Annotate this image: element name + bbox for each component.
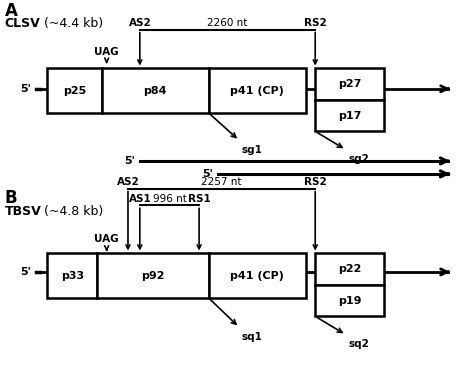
Bar xyxy=(209,253,306,298)
Text: CLSV: CLSV xyxy=(5,17,40,30)
Text: RS2: RS2 xyxy=(304,177,327,187)
Text: sq2: sq2 xyxy=(348,339,369,349)
Text: TBSV: TBSV xyxy=(5,205,42,218)
Text: RS1: RS1 xyxy=(188,194,210,204)
Text: 5': 5' xyxy=(20,267,31,277)
Text: p41 (CP): p41 (CP) xyxy=(230,85,284,96)
Text: sg2: sg2 xyxy=(348,154,369,164)
Text: p19: p19 xyxy=(338,296,361,306)
Text: AS2: AS2 xyxy=(128,18,151,28)
Text: 2257 nt: 2257 nt xyxy=(201,177,242,187)
Text: p25: p25 xyxy=(63,85,86,96)
Bar xyxy=(47,253,97,298)
Text: UAG: UAG xyxy=(94,47,119,57)
Text: AS1: AS1 xyxy=(128,194,151,204)
Text: (~4.4 kb): (~4.4 kb) xyxy=(40,17,103,30)
Text: RS2: RS2 xyxy=(304,18,327,28)
Text: sq1: sq1 xyxy=(242,332,263,342)
Text: p92: p92 xyxy=(141,270,164,281)
Bar xyxy=(315,68,384,100)
Text: (~4.8 kb): (~4.8 kb) xyxy=(40,205,103,218)
Text: 996 nt: 996 nt xyxy=(153,194,186,204)
Bar xyxy=(102,68,209,113)
Bar xyxy=(315,100,384,131)
Text: 5': 5' xyxy=(124,156,135,166)
Text: 5': 5' xyxy=(20,84,31,94)
Text: AS2: AS2 xyxy=(117,177,139,187)
Text: 5': 5' xyxy=(202,169,213,179)
Bar xyxy=(47,68,102,113)
Text: UAG: UAG xyxy=(94,234,119,244)
Text: p84: p84 xyxy=(144,85,167,96)
Bar xyxy=(315,253,384,285)
Text: p33: p33 xyxy=(61,270,84,281)
Text: A: A xyxy=(5,2,18,20)
Text: 2260 nt: 2260 nt xyxy=(207,18,248,28)
Bar xyxy=(209,68,306,113)
Text: p41 (CP): p41 (CP) xyxy=(230,270,284,281)
Bar xyxy=(315,285,384,316)
Bar xyxy=(97,253,209,298)
Text: sg1: sg1 xyxy=(242,145,263,155)
Text: p27: p27 xyxy=(338,79,361,89)
Text: p22: p22 xyxy=(338,264,361,274)
Text: B: B xyxy=(5,189,18,207)
Text: p17: p17 xyxy=(338,111,361,121)
